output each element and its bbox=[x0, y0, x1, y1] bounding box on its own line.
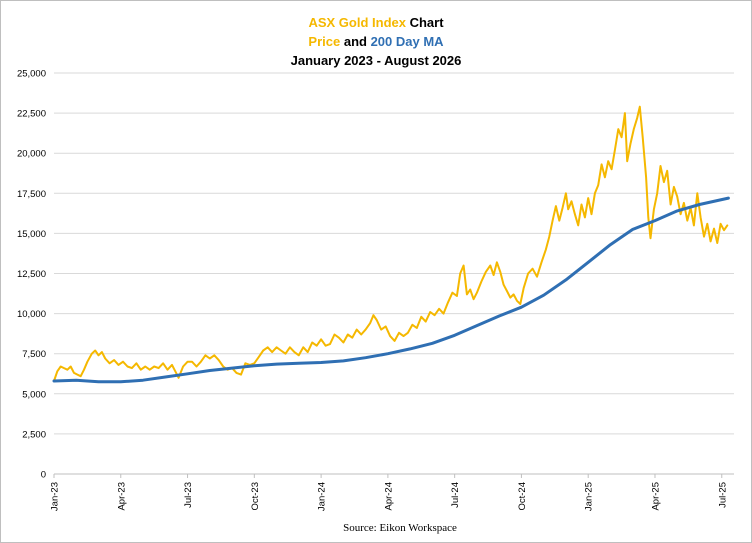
title-line-2: Price and 200 Day MA bbox=[0, 32, 752, 51]
x-tick-label: Oct-23 bbox=[250, 482, 261, 511]
y-tick-label: 17,500 bbox=[17, 189, 46, 200]
y-tick-label: 5,000 bbox=[22, 389, 46, 400]
title-line-3: January 2023 - August 2026 bbox=[290, 53, 462, 68]
x-tick-label: Apr-24 bbox=[383, 482, 394, 511]
chart-title: ASX Gold Index Chart Price and 200 Day M… bbox=[0, 13, 752, 70]
title-ma-label: 200 Day MA bbox=[370, 34, 444, 49]
x-tick-label: Jan-25 bbox=[584, 482, 595, 511]
y-tick-label: 25,000 bbox=[17, 69, 46, 80]
title-index-name: ASX Gold Index bbox=[308, 15, 406, 30]
y-tick-label: 12,500 bbox=[17, 269, 46, 280]
x-tick-label: Jan-24 bbox=[317, 482, 328, 511]
x-tick-label: Jul-25 bbox=[717, 482, 728, 508]
title-price-label: Price bbox=[308, 34, 341, 49]
y-tick-label: 2,500 bbox=[22, 429, 46, 440]
x-tick-label: Oct-24 bbox=[517, 482, 528, 511]
ma-200-day-series-line bbox=[52, 196, 730, 384]
x-tick-label: Apr-25 bbox=[650, 482, 661, 511]
gridlines bbox=[54, 72, 734, 475]
title-line-1: ASX Gold Index Chart bbox=[0, 13, 752, 32]
x-tick-label: Apr-23 bbox=[116, 482, 127, 511]
x-tick-label: Jul-23 bbox=[183, 482, 194, 508]
title-and-word: and bbox=[340, 34, 371, 49]
y-tick-label: 22,500 bbox=[17, 109, 46, 120]
y-tick-label: 15,000 bbox=[17, 229, 46, 240]
y-axis: 0 2,500 5,000 7,500 10,000 12,500 15,000 17,500… bbox=[17, 69, 46, 481]
y-tick-label: 10,000 bbox=[17, 309, 46, 320]
y-tick-label: 0 bbox=[41, 470, 46, 481]
y-tick-label: 7,500 bbox=[22, 349, 46, 360]
title-chart-word: Chart bbox=[405, 15, 444, 30]
plot-area bbox=[52, 105, 730, 384]
source-note: Source: Eikon Workspace bbox=[343, 522, 457, 534]
y-tick-label: 20,000 bbox=[17, 149, 46, 160]
x-tick-label: Jul-24 bbox=[450, 482, 461, 508]
x-tick-label: Jan-23 bbox=[50, 482, 61, 511]
x-axis: Jan-23 Apr-23 Jul-23 Oct-23 Jan-24 Apr-24 Jul-… bbox=[50, 473, 734, 511]
price-series-line bbox=[53, 105, 729, 382]
